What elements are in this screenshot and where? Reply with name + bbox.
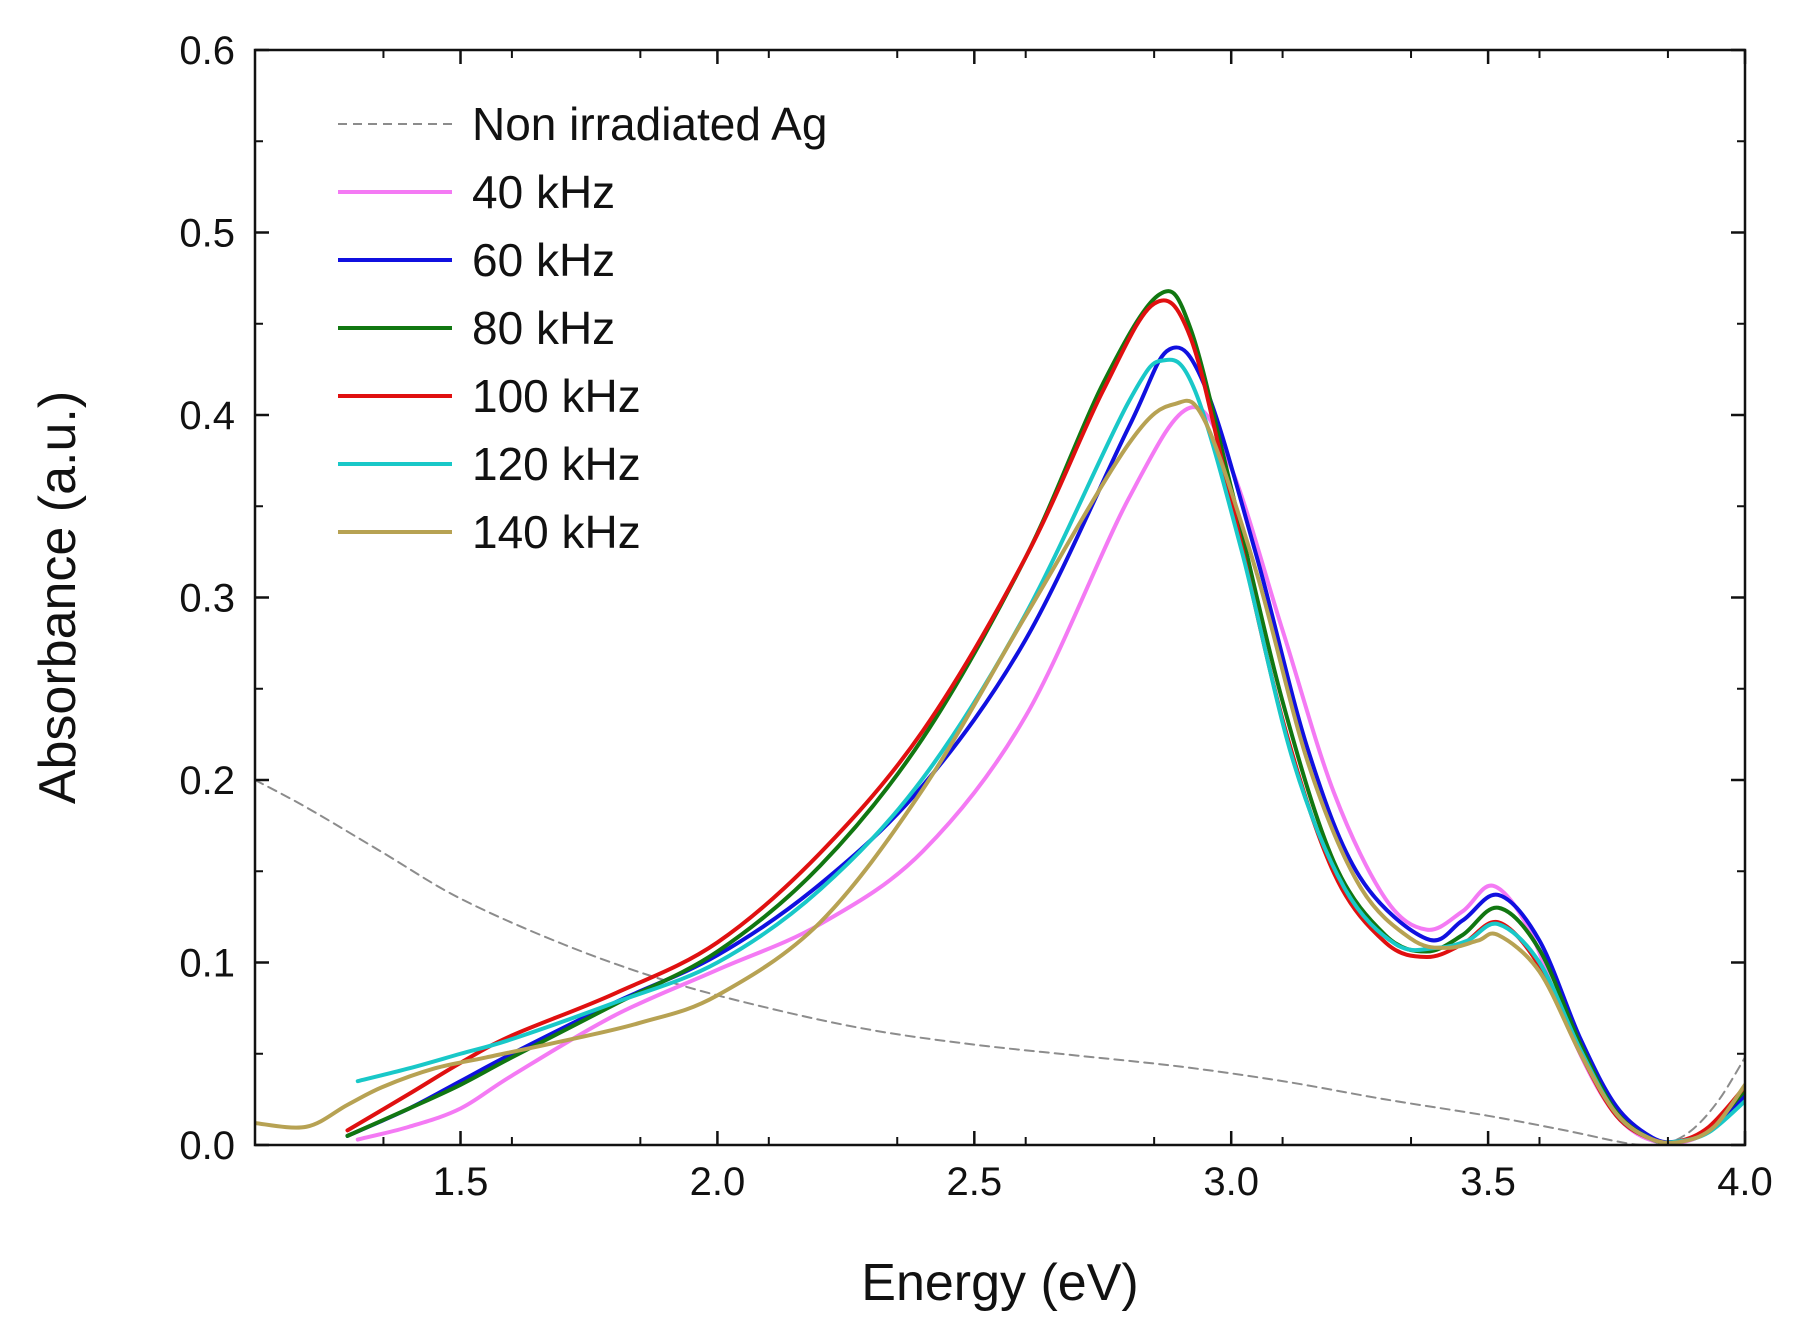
y-tick-label: 0.1 — [179, 942, 235, 986]
x-tick-label: 1.5 — [433, 1160, 489, 1204]
legend-label-non-irradiated-ag: Non irradiated Ag — [472, 98, 827, 150]
axis-titles: Energy (eV) Absorbance (a.u.) — [29, 391, 1139, 1312]
series-line-80-khz — [345, 289, 1745, 1145]
x-tick-label: 3.5 — [1460, 1160, 1516, 1204]
legend-label-100-khz: 100 kHz — [472, 370, 641, 422]
y-tick-label: 0.6 — [179, 29, 235, 73]
y-tick-label: 0.4 — [179, 394, 235, 438]
series-line-140-khz — [255, 398, 1745, 1145]
series-line-100-khz — [345, 298, 1745, 1145]
legend-label-60-khz: 60 kHz — [472, 234, 615, 286]
legend-label-80-khz: 80 kHz — [472, 302, 615, 354]
x-tick-label: 2.0 — [690, 1160, 746, 1204]
x-tick-label: 4.0 — [1717, 1160, 1773, 1204]
y-tick-label: 0.3 — [179, 577, 235, 621]
legend-label-140-khz: 140 kHz — [472, 506, 641, 558]
x-tick-label: 3.0 — [1203, 1160, 1259, 1204]
data-lines — [255, 289, 1745, 1145]
x-tick-label: 2.5 — [947, 1160, 1003, 1204]
series-line-non-irradiated-ag — [255, 779, 1745, 1145]
legend-label-120-khz: 120 kHz — [472, 438, 641, 490]
y-tick-label: 0.0 — [179, 1124, 235, 1168]
x-axis-title: Energy (eV) — [861, 1254, 1138, 1312]
y-axis-title: Absorbance (a.u.) — [29, 391, 87, 804]
legend-label-40-khz: 40 kHz — [472, 166, 615, 218]
y-tick-label: 0.2 — [179, 759, 235, 803]
legend: Non irradiated Ag 40 kHz 60 kHz 80 kHz 100 k… — [338, 98, 827, 558]
y-tick-label: 0.5 — [179, 212, 235, 256]
axes: 1.5 2.0 2.5 3.0 3.5 4.0 0.0 0.1 0.2 0.3 0.4 0.5 0.6 — [179, 29, 1772, 1204]
